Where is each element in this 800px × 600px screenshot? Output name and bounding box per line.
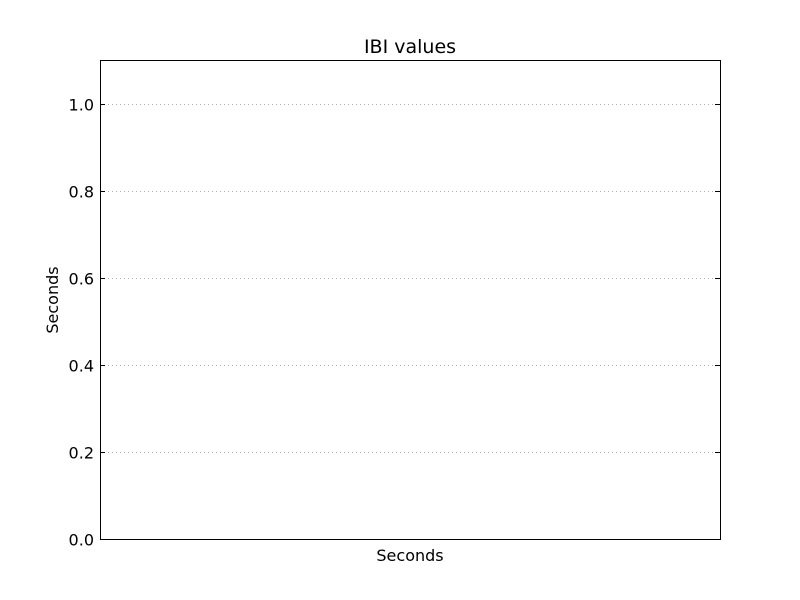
chart-title: IBI values [364, 36, 456, 58]
y-tick-label: 0.0 [69, 531, 94, 550]
tick-layer: 0.0 0.2 0.4 0.6 0.8 1.0 [69, 96, 720, 550]
grid-layer [100, 104, 720, 453]
y-tick-label: 0.6 [69, 270, 94, 289]
y-tick-label: 0.4 [69, 357, 94, 376]
y-tick-label: 0.8 [69, 183, 94, 202]
x-axis-label: Seconds [376, 546, 443, 565]
y-tick-label: 1.0 [69, 96, 94, 115]
y-axis-label: Seconds [43, 266, 62, 333]
plot-frame [100, 60, 721, 540]
y-tick-label: 0.2 [69, 444, 94, 463]
